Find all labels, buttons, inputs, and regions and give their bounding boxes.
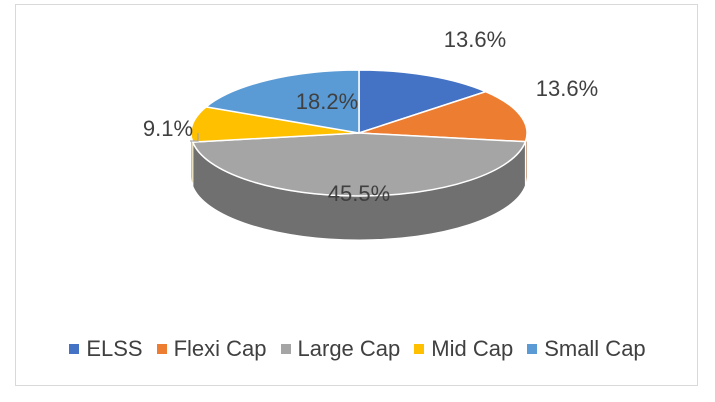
pie-chart: 13.6% 13.6% 45.5% 9.1% 18.2% [143,27,598,241]
legend-item-small-cap: Small Cap [527,336,646,362]
data-label-mid-cap: 9.1% [143,116,193,141]
legend-label: Flexi Cap [173,336,267,361]
data-label-small-cap: 18.2% [296,89,358,114]
legend: ELSS Flexi Cap Large Cap Mid Cap Small C… [16,331,699,367]
legend-swatch [280,344,291,354]
legend-label: Small Cap [544,336,646,361]
pie-slice-elss [358,69,487,134]
leader-lines [190,133,199,142]
legend-swatch [527,344,538,354]
pie-slices [190,69,528,197]
legend-swatch [156,344,167,354]
pie-slice-flexi-cap [358,90,528,143]
legend-item-mid-cap: Mid Cap [414,336,513,362]
legend-item-elss: ELSS [69,336,143,362]
data-label-elss: 13.6% [444,27,506,52]
pie-slice-small-cap [205,69,360,134]
legend-swatch [414,344,425,354]
chart-area: 13.6% 13.6% 45.5% 9.1% 18.2% ELSS Flexi Cap … [15,4,698,386]
data-label-large-cap: 45.5% [328,181,390,206]
data-labels: 13.6% 13.6% 45.5% 9.1% 18.2% [143,27,598,206]
leader-line-mid-cap [190,133,199,142]
legend-label: Mid Cap [431,336,514,361]
legend-item-flexi-cap: Flexi Cap [156,336,267,362]
legend-label: Large Cap [297,336,401,361]
pie-slice-large-cap [192,132,527,197]
legend-label: ELSS [86,336,143,361]
data-label-flexi-cap: 13.6% [536,76,598,101]
legend-swatch [69,344,80,354]
legend-item-large-cap: Large Cap [280,336,401,362]
